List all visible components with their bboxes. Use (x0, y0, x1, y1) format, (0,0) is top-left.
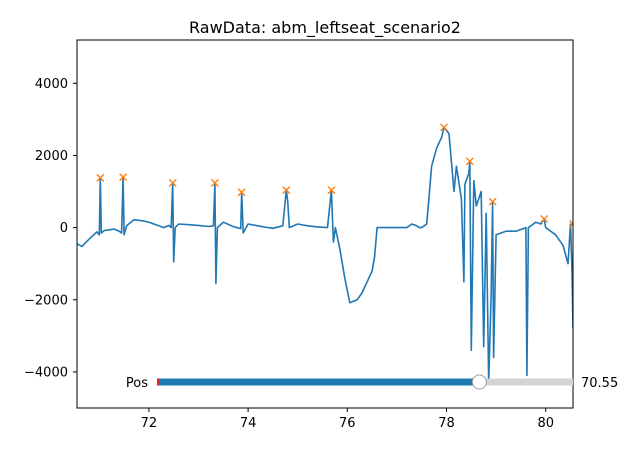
peak-marker-stroke (440, 123, 449, 132)
peak-marker (96, 173, 105, 182)
peak-marker-stroke (237, 188, 246, 197)
chart-title: RawData: abm_leftseat_scenario2 (189, 18, 461, 38)
peak-marker-stroke (540, 214, 549, 223)
series-line-0 (77, 126, 573, 384)
peak-marker-stroke (569, 220, 573, 225)
slider-label: Pos (126, 376, 148, 391)
slider-value: 70.55 (581, 376, 618, 391)
peak-marker (210, 178, 219, 187)
peak-marker-stroke (282, 186, 291, 195)
axes: 72 74 76 78 80 −4000 −2000 0 2000 4000 (24, 39, 574, 431)
plot-clipped-group (77, 123, 573, 384)
peak-marker-stroke (210, 178, 219, 187)
y-tick-label: 0 (60, 221, 68, 236)
peak-marker (327, 186, 336, 195)
peak-marker-stroke (119, 173, 128, 182)
peak-marker (488, 197, 497, 206)
axes-frame (76, 39, 574, 409)
slider-handle[interactable] (471, 374, 487, 390)
peak-marker-stroke (488, 197, 497, 206)
position-slider[interactable]: Pos 70.55 (126, 374, 618, 391)
x-tick-label: 72 (141, 416, 158, 431)
peak-marker (440, 123, 449, 132)
peak-marker-stroke (96, 173, 105, 182)
x-tick-label: 80 (537, 416, 554, 431)
peak-marker (282, 186, 291, 195)
peak-marker (569, 220, 573, 228)
x-tick-label: 74 (240, 416, 257, 431)
x-tick-label: 78 (438, 416, 455, 431)
y-tick-label: −2000 (24, 293, 68, 308)
y-tick-label: 2000 (35, 149, 68, 164)
peak-marker-stroke (465, 157, 474, 166)
y-tick-label: −4000 (24, 365, 68, 380)
y-tick-label: 4000 (35, 77, 68, 92)
peak-marker (540, 214, 549, 223)
plot-area (77, 123, 573, 384)
x-tick-label: 76 (339, 416, 356, 431)
peak-marker (237, 188, 246, 197)
peak-marker-stroke (327, 186, 336, 195)
peak-marker (465, 157, 474, 166)
peak-marker (168, 178, 177, 187)
peak-marker (119, 173, 128, 182)
peak-marker-stroke (168, 178, 177, 187)
peak-marker-stroke (569, 223, 573, 228)
